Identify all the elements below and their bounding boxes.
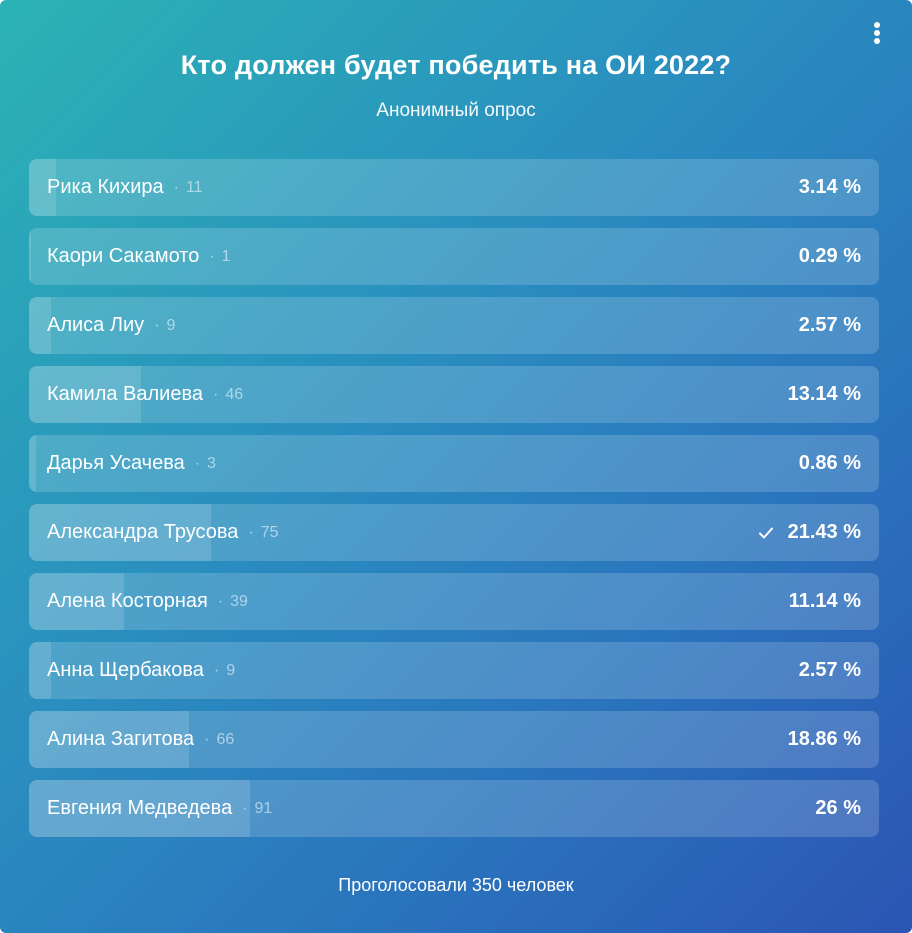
separator-dot: · bbox=[213, 661, 220, 679]
poll-option-text: Каори Сакамото · 1 bbox=[47, 228, 231, 285]
separator-dot: · bbox=[173, 178, 179, 196]
poll-option-percent: 11.14 % bbox=[788, 590, 861, 612]
poll-option-vote-count: 91 bbox=[254, 799, 273, 817]
poll-option-text: Алена Косторная · 39 bbox=[47, 573, 248, 630]
total-votes-label: Проголосовали 350 человек bbox=[338, 875, 574, 895]
poll-option-result-bar bbox=[29, 711, 190, 768]
poll-option-result: 21.43 % bbox=[758, 504, 861, 561]
separator-dot: · bbox=[242, 799, 248, 817]
poll-option-label: Алена Косторная bbox=[47, 590, 208, 612]
poll-option-result: 2.57 % bbox=[799, 642, 861, 699]
separator-dot: · bbox=[217, 592, 224, 610]
poll-option-label: Рика Кихира bbox=[47, 176, 164, 198]
poll-option-label: Алина Загитова bbox=[47, 728, 195, 750]
poll-option-result: 26 % bbox=[815, 780, 861, 837]
poll-option-result-bar bbox=[29, 228, 32, 285]
poll-option-result-bar bbox=[29, 435, 37, 492]
checkmark-icon bbox=[758, 527, 773, 538]
poll-option-label: Дарья Усачева bbox=[47, 452, 185, 474]
poll-option-result: 0.29 % bbox=[799, 228, 861, 285]
poll-option-vote-count: 11 bbox=[185, 178, 203, 196]
poll-option-result-bar bbox=[29, 780, 250, 837]
menu-dot bbox=[874, 30, 880, 36]
poll-title: Кто должен будет победить на ОИ 2022? bbox=[180, 50, 732, 80]
separator-dot: · bbox=[194, 454, 201, 472]
menu-dot bbox=[874, 38, 880, 44]
poll-option-vote-count: 1 bbox=[221, 247, 231, 265]
poll-option-result: 11.14 % bbox=[789, 573, 861, 630]
poll-type-label: Анонимный опрос bbox=[376, 100, 536, 121]
poll-option-result-bar bbox=[29, 573, 124, 630]
poll-option-text: Анна Щербакова · 9 bbox=[47, 642, 235, 699]
poll-option-text: Александра Трусова · 75 bbox=[47, 504, 279, 561]
poll-option-result: 18.86 % bbox=[788, 711, 861, 768]
poll-option-vote-count: 3 bbox=[207, 454, 216, 472]
separator-dot: · bbox=[209, 247, 215, 265]
poll-option-percent: 18.86 % bbox=[787, 728, 861, 750]
poll-option-percent: 3.14 % bbox=[798, 176, 861, 198]
poll-options-list: Рика Кихира · 11 3.14 % Каори Сакамото · 1 0.29… bbox=[29, 159, 879, 849]
poll-option-vote-count: 46 bbox=[225, 385, 244, 403]
separator-dot: · bbox=[213, 385, 219, 403]
poll-option-text: Дарья Усачева · 3 bbox=[47, 435, 216, 492]
menu-dot bbox=[874, 22, 880, 28]
poll-option-text: Евгения Медведева · 91 bbox=[47, 780, 272, 837]
poll-option-result-bar bbox=[29, 159, 56, 216]
poll-option-result: 0.86 % bbox=[799, 435, 861, 492]
poll-option-result-bar bbox=[29, 504, 212, 561]
poll-option-result: 13.14 % bbox=[788, 366, 861, 423]
poll-option[interactable]: Евгения Медведева · 91 26 % bbox=[29, 780, 879, 837]
poll-option-result-bar bbox=[29, 642, 51, 699]
poll-option-label: Александра Трусова bbox=[47, 521, 239, 543]
more-options-icon[interactable] bbox=[870, 18, 884, 48]
poll-option-vote-count: 39 bbox=[230, 592, 248, 610]
poll-option[interactable]: Рика Кихира · 11 3.14 % bbox=[29, 159, 879, 216]
poll-option-label: Камила Валиева bbox=[47, 383, 203, 405]
poll-option[interactable]: Дарья Усачева · 3 0.86 % bbox=[29, 435, 879, 492]
poll-option-percent: 0.29 % bbox=[798, 245, 861, 267]
poll-option-text: Камила Валиева · 46 bbox=[47, 366, 243, 423]
poll-option[interactable]: Каори Сакамото · 1 0.29 % bbox=[29, 228, 879, 285]
poll-option-vote-count: 9 bbox=[166, 316, 176, 334]
poll-option-label: Алиса Лиу bbox=[47, 314, 145, 336]
poll-option-result-bar bbox=[29, 366, 141, 423]
poll-option[interactable]: Алена Косторная · 39 11.14 % bbox=[29, 573, 879, 630]
poll-option-label: Анна Щербакова bbox=[47, 659, 204, 681]
poll-option-percent: 13.14 % bbox=[787, 383, 861, 405]
poll-option-vote-count: 75 bbox=[260, 523, 279, 541]
separator-dot: · bbox=[154, 316, 160, 334]
poll-option[interactable]: Камила Валиева · 46 13.14 % bbox=[29, 366, 879, 423]
poll-option-percent: 2.57 % bbox=[798, 659, 861, 681]
poll-option[interactable]: Алиса Лиу · 9 2.57 % bbox=[29, 297, 879, 354]
poll-option[interactable]: Анна Щербакова · 9 2.57 % bbox=[29, 642, 879, 699]
poll-option-result: 2.57 % bbox=[799, 297, 861, 354]
poll-option-percent: 21.43 % bbox=[787, 521, 861, 543]
poll-option-text: Алиса Лиу · 9 bbox=[47, 297, 175, 354]
poll-option-percent: 0.86 % bbox=[798, 452, 861, 474]
poll-option-percent: 2.57 % bbox=[798, 314, 861, 336]
poll-option-vote-count: 66 bbox=[216, 730, 235, 748]
poll-option-result-bar bbox=[29, 297, 51, 354]
poll-option-text: Рика Кихира · 11 bbox=[47, 159, 203, 216]
poll-option[interactable]: Александра Трусова · 75 21.43 % bbox=[29, 504, 879, 561]
poll-option-label: Каори Сакамото bbox=[47, 245, 200, 267]
separator-dot: · bbox=[248, 523, 254, 541]
separator-dot: · bbox=[204, 730, 210, 748]
poll-option-percent: 26 % bbox=[815, 797, 861, 819]
poll-option-vote-count: 9 bbox=[226, 661, 236, 679]
poll-option-label: Евгения Медведева bbox=[47, 797, 233, 819]
poll-option-text: Алина Загитова · 66 bbox=[47, 711, 234, 768]
poll-option-result: 3.14 % bbox=[799, 159, 861, 216]
poll-option[interactable]: Алина Загитова · 66 18.86 % bbox=[29, 711, 879, 768]
